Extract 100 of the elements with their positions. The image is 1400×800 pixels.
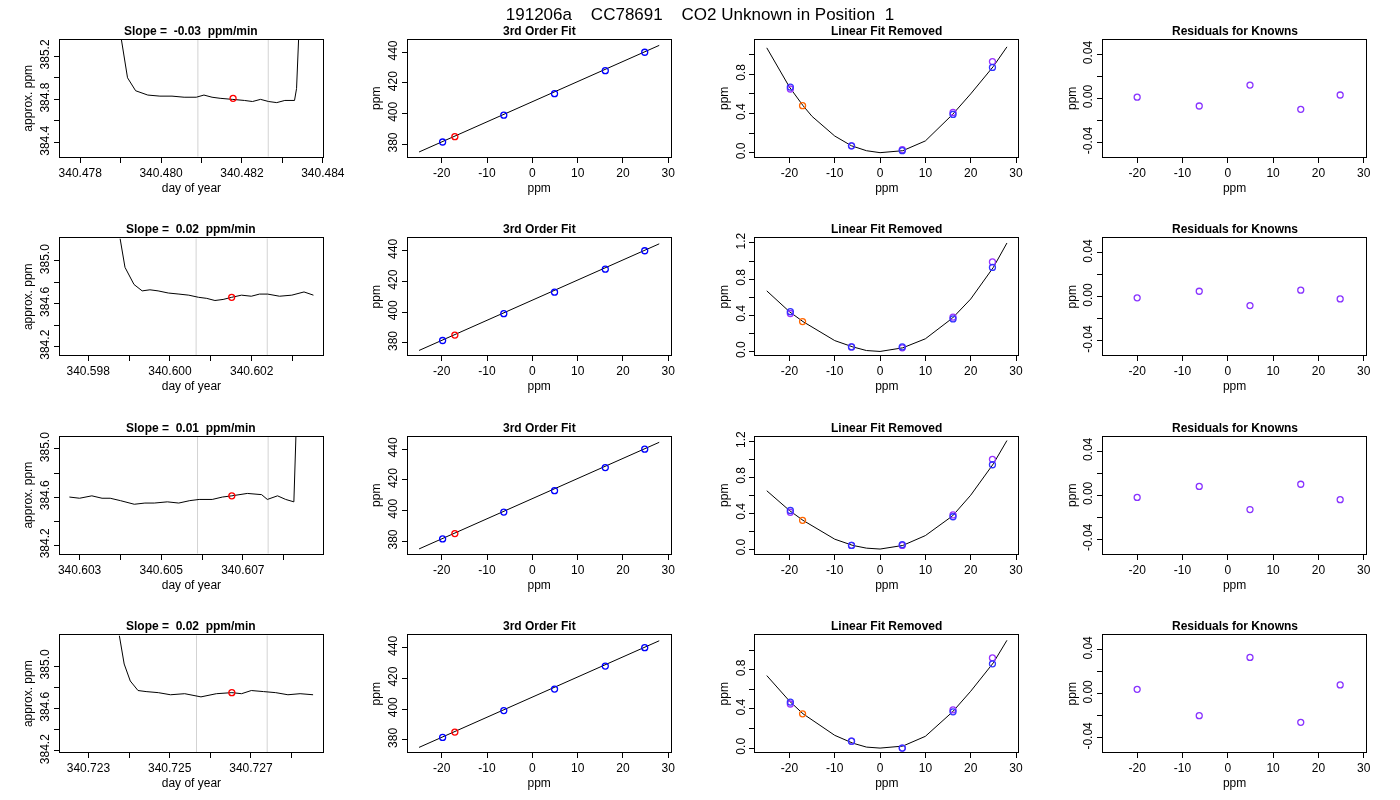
y-tick-label: 384.8	[38, 82, 53, 113]
x-tick-label: 10	[1266, 761, 1281, 776]
y-tick-label: -0.04	[1081, 324, 1096, 353]
y-tick-label: 420	[385, 70, 400, 92]
y-axis-title: ppm	[716, 483, 731, 507]
x-tick-label: -20	[1128, 165, 1147, 180]
x-tick-label: -10	[478, 165, 497, 180]
y-tick-label: 400	[385, 101, 400, 122]
y-tick-label: 440	[385, 238, 400, 259]
x-tick-label: -20	[1128, 364, 1147, 379]
x-tick-label: 20	[616, 761, 630, 776]
chart-title: Residuals for Knowns	[1172, 619, 1299, 633]
x-tick-label: -20	[780, 562, 799, 577]
y-tick-label: 385.0	[38, 649, 53, 680]
x-tick-label: 20	[616, 364, 630, 379]
x-axis-title: ppm	[527, 379, 551, 394]
x-tick-label: 30	[661, 364, 676, 379]
x-tick-label: 10	[570, 761, 585, 776]
chart-title: Slope = 0.02 ppm/min	[126, 222, 256, 236]
y-axis-title: ppm	[1064, 483, 1079, 507]
x-axis-title: ppm	[527, 776, 551, 791]
x-tick-label: -20	[433, 364, 451, 379]
x-tick-label: -10	[826, 562, 844, 577]
y-axis-title: ppm	[369, 285, 384, 309]
x-tick-label: 30	[1009, 562, 1024, 577]
chart-title: Residuals for Knowns	[1172, 24, 1299, 38]
x-axis-title: ppm	[875, 577, 899, 592]
y-axis-title: ppm	[716, 285, 731, 309]
x-tick-label: -10	[478, 364, 497, 379]
x-tick-label: 20	[964, 562, 978, 577]
text: 191206a CC78691 CO2 Unknown in Position 1	[505, 4, 895, 24]
y-axis-title: ppm	[716, 682, 731, 706]
x-tick-label: -20	[780, 165, 799, 180]
x-tick-label: 10	[1266, 364, 1281, 379]
y-tick-label: 380	[385, 727, 400, 748]
chart-title: Residuals for Knowns	[1172, 421, 1299, 435]
y-tick-label: 400	[385, 299, 400, 321]
chart-title: Linear Fit Removed	[831, 24, 943, 38]
x-tick-label: 0	[1224, 562, 1232, 577]
x-tick-label: -10	[1173, 165, 1192, 180]
x-tick-label: 340.482	[220, 165, 264, 180]
y-axis-title: ppm	[716, 86, 731, 110]
y-tick-label: 420	[385, 666, 400, 687]
y-tick-label: 0.4	[733, 698, 748, 716]
y-tick-label: 0.4	[733, 103, 748, 121]
y-axis-title: ppm	[369, 86, 384, 110]
x-tick-label: 20	[1311, 364, 1326, 379]
y-tick-label: 384.6	[38, 691, 53, 722]
x-tick-label: 20	[964, 165, 978, 180]
x-axis-title: day of year	[161, 379, 222, 394]
x-tick-label: -10	[826, 761, 844, 776]
x-axis-title: day of year	[161, 776, 222, 791]
y-tick-label: 420	[385, 467, 400, 489]
x-tick-label: 340.725	[147, 761, 192, 776]
x-tick-label: 20	[616, 165, 630, 180]
y-tick-label: 384.2	[38, 527, 53, 559]
x-axis-title: ppm	[1222, 577, 1247, 592]
x-tick-label: -20	[780, 364, 799, 379]
x-tick-label: -10	[826, 165, 844, 180]
x-axis-title: ppm	[875, 379, 899, 394]
x-tick-label: 0	[1224, 364, 1232, 379]
y-tick-label: 385.0	[38, 243, 53, 275]
x-axis-title: day of year	[161, 180, 222, 195]
x-tick-label: 30	[1357, 761, 1371, 776]
x-tick-label: 10	[918, 562, 933, 577]
y-axis-title: ppm	[1064, 682, 1079, 706]
y-tick-label: 0.04	[1081, 238, 1096, 263]
x-tick-label: 0	[876, 165, 884, 180]
chart-title: 3rd Order Fit	[503, 421, 576, 435]
y-tick-label: 0.0	[733, 340, 748, 358]
x-tick-label: 10	[570, 364, 585, 379]
chart-title: 3rd Order Fit	[503, 222, 576, 236]
y-tick-label: 0.04	[1081, 437, 1096, 462]
y-tick-label: 440	[385, 40, 400, 61]
x-tick-label: 30	[1009, 761, 1024, 776]
chart-title: Slope = 0.02 ppm/min	[126, 619, 256, 633]
x-tick-label: 10	[1266, 165, 1281, 180]
x-tick-label: -20	[433, 165, 451, 180]
y-tick-label: 1.2	[733, 232, 748, 250]
chart-title: 3rd Order Fit	[503, 619, 576, 633]
y-tick-label: 384.4	[38, 125, 53, 156]
x-tick-label: 340.598	[66, 364, 111, 379]
y-tick-label: 380	[385, 330, 400, 352]
x-tick-label: 20	[964, 364, 978, 379]
x-tick-label: 340.603	[57, 562, 102, 577]
x-tick-label: 10	[918, 761, 933, 776]
x-tick-label: 340.484	[301, 165, 345, 180]
chart-title: Residuals for Knowns	[1172, 222, 1299, 236]
y-tick-label: 440	[385, 635, 400, 656]
x-tick-label: 340.607	[221, 562, 265, 577]
x-tick-label: -10	[1173, 562, 1192, 577]
x-tick-label: 10	[570, 562, 585, 577]
y-tick-label: 380	[385, 529, 400, 550]
chart-title: Linear Fit Removed	[831, 222, 943, 236]
x-tick-label: 0	[876, 562, 884, 577]
x-tick-label: -20	[1128, 761, 1147, 776]
x-tick-label: 30	[1357, 364, 1371, 379]
y-tick-label: 384.6	[38, 286, 53, 317]
y-axis-title: ppm	[1064, 86, 1079, 110]
y-tick-label: 384.2	[38, 733, 53, 765]
